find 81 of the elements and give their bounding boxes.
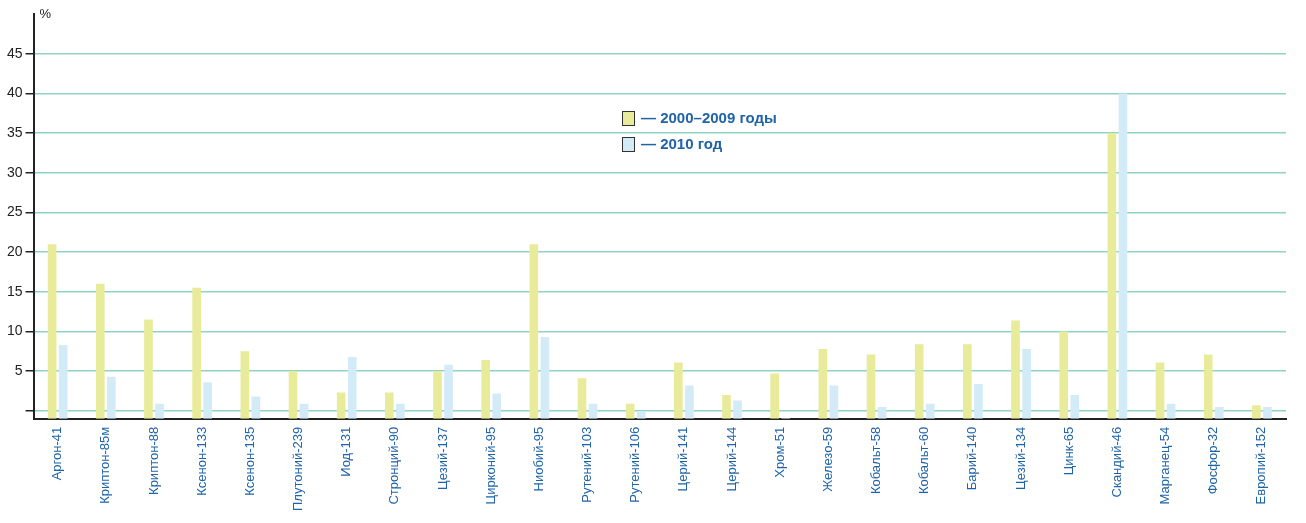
x-tick-label: Ниобий-95 (530, 426, 546, 492)
bar (818, 348, 828, 419)
x-tick-label: Криптон-88 (145, 426, 161, 495)
x-tick-label: Кобальт-60 (916, 426, 932, 495)
bar (1203, 354, 1213, 419)
legend-label: — 2000–2009 годы (641, 108, 777, 128)
bar (433, 371, 442, 419)
bar (1252, 405, 1261, 419)
bar (733, 400, 742, 419)
y-tick-label: 10 (6, 322, 23, 339)
bar (58, 344, 68, 419)
bar (914, 344, 924, 419)
bar (203, 382, 213, 419)
bar (1107, 133, 1117, 419)
bar (47, 244, 57, 419)
bar (1118, 93, 1128, 419)
y-tick-label: 5 (14, 362, 23, 379)
x-tick-label: Ксенон-133 (193, 426, 209, 496)
y-axis-title: % (39, 6, 52, 22)
x-tick-label: Стронций-90 (386, 426, 402, 505)
x-tick-label: Европий-152 (1253, 426, 1269, 505)
bar (1022, 348, 1031, 419)
bar (974, 383, 983, 419)
bar (288, 371, 298, 419)
x-tick-label: Барий-140 (964, 426, 980, 491)
bar (155, 403, 164, 419)
y-tick-label: 40 (6, 84, 23, 101)
bar (722, 395, 731, 419)
x-tick-label: Аргон-41 (49, 426, 65, 481)
y-tick-label: 20 (6, 242, 23, 259)
y-tick-label: 30 (6, 163, 23, 180)
bar (963, 344, 972, 419)
bar (1059, 331, 1069, 419)
x-tick-label: Плутоний-239 (290, 426, 306, 512)
bar (829, 385, 839, 419)
x-tick-label: Фосфор-32 (1205, 426, 1221, 495)
x-tick-label: Рутений-103 (579, 426, 595, 503)
x-tick-label: Кобальт-58 (868, 426, 884, 495)
bar (384, 392, 394, 419)
bar (492, 393, 502, 419)
x-tick-label: Цирконий-95 (482, 426, 498, 505)
bar (577, 378, 587, 419)
x-tick-label: Цинк-65 (1060, 426, 1076, 476)
bar (925, 403, 935, 419)
legend-label: — 2010 год (641, 134, 723, 154)
bar (1214, 406, 1224, 419)
bar (1263, 406, 1272, 419)
x-tick-label: Криптон-85м (97, 426, 113, 504)
x-tick-label: Цезий-134 (1012, 426, 1028, 490)
x-tick-label: Хром-51 (771, 426, 787, 478)
bar (107, 376, 116, 419)
bar (540, 337, 550, 419)
bar (1011, 320, 1020, 419)
y-tick-label: 15 (6, 282, 23, 299)
y-tick-label: 25 (6, 203, 23, 220)
bar (481, 360, 490, 419)
x-tick-label: Железо-59 (819, 426, 835, 492)
x-tick-label: Иод-131 (338, 426, 354, 477)
bar (685, 385, 694, 419)
bar (770, 373, 779, 419)
bar (95, 283, 105, 419)
bar (1155, 362, 1165, 419)
x-tick-label: Церий-141 (675, 426, 691, 492)
x-tick-label: Скандий-46 (1108, 426, 1124, 498)
x-tick-label: Цезий-137 (434, 426, 450, 490)
bar (396, 403, 405, 419)
x-tick-label: Рутений-106 (627, 426, 643, 503)
bar (240, 351, 250, 419)
bar (674, 362, 683, 419)
y-tick-label: 45 (6, 44, 23, 61)
bar (866, 354, 876, 419)
bar (192, 287, 201, 419)
bar (529, 244, 539, 419)
x-tick-label: Марганец-54 (1157, 426, 1173, 505)
bar (347, 356, 357, 419)
x-tick-label: Церий-144 (723, 426, 739, 492)
bar (144, 319, 153, 419)
bar (1070, 395, 1080, 419)
bar (444, 364, 453, 419)
x-tick-label: Ксенон-135 (241, 426, 257, 496)
y-tick-label: 35 (6, 123, 23, 140)
